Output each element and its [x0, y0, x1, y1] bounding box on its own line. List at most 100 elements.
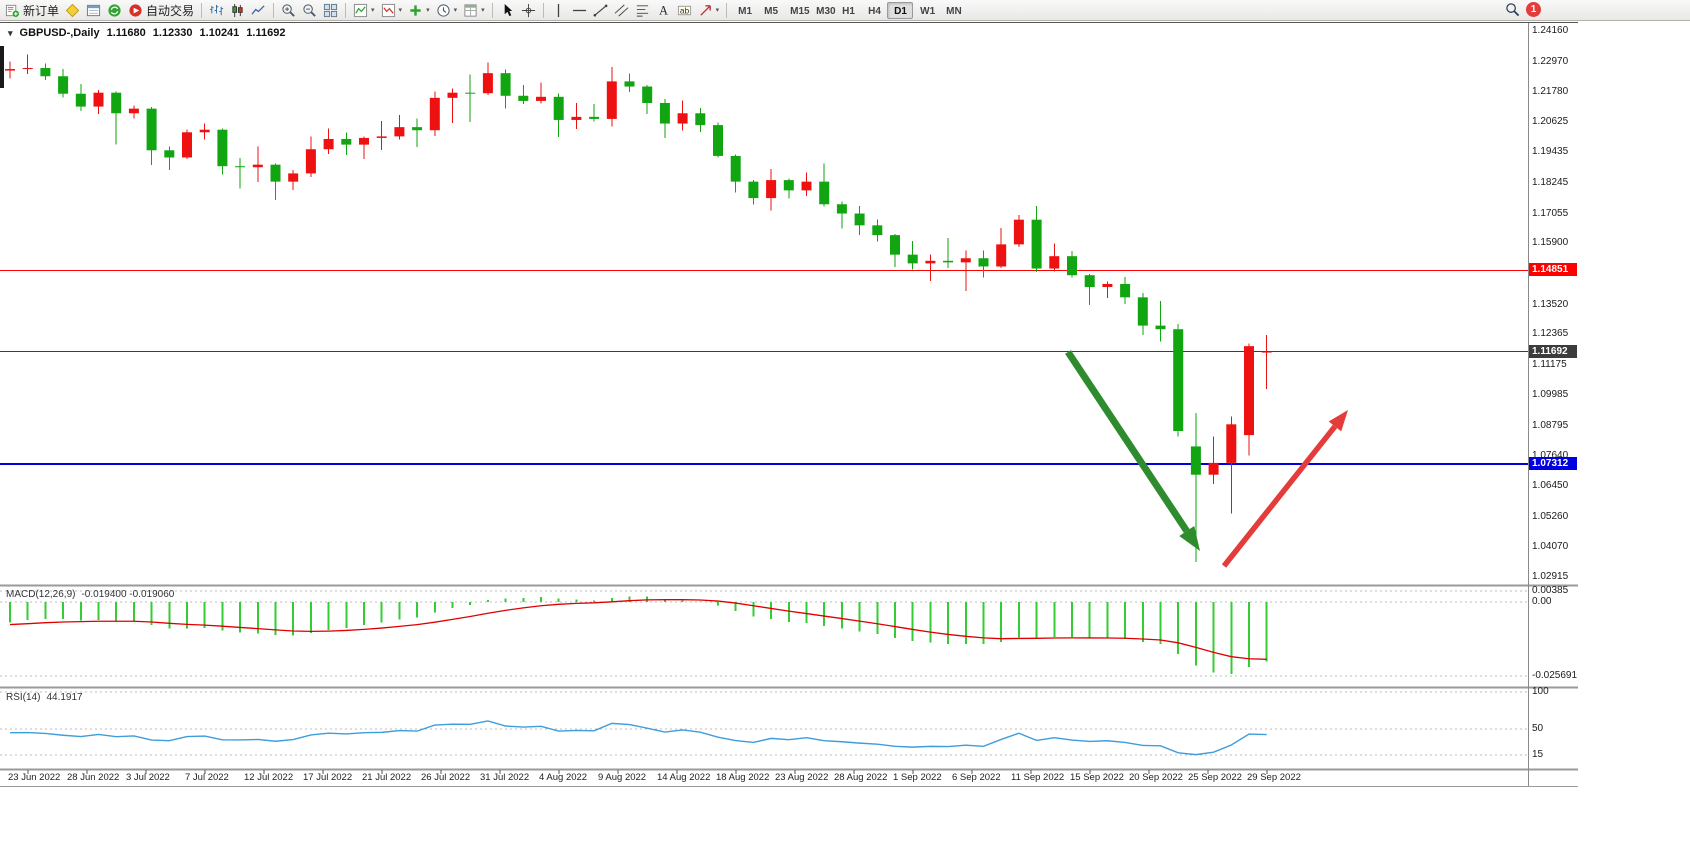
timeframe-m1-button[interactable]: M1 — [731, 2, 757, 19]
text-button[interactable]: A — [653, 1, 674, 20]
candle-body — [1173, 329, 1184, 431]
horizontal-line-icon — [572, 9, 586, 11]
profiles-button[interactable]: ▾ — [378, 1, 406, 20]
chart-high: 1.12330 — [152, 27, 193, 39]
candle-body — [553, 96, 564, 120]
chevron-down-icon: ▾ — [398, 7, 403, 14]
toolbar-separator — [201, 2, 203, 18]
candle-body — [872, 225, 883, 236]
candle-body — [1049, 256, 1060, 269]
candle-body — [1013, 219, 1024, 245]
candle-body — [695, 113, 706, 126]
templates-button[interactable]: ▾ — [460, 1, 488, 20]
svg-text:A: A — [659, 3, 668, 17]
add-indicator-button[interactable]: ▾ — [405, 1, 433, 20]
timeframe-mn-button[interactable]: MN — [939, 2, 965, 19]
timeframe-m5-button[interactable]: M5 — [757, 2, 783, 19]
one-click-trading-toggle[interactable]: ▾ — [8, 27, 13, 38]
timeframe-d1-button[interactable]: D1 — [887, 1, 914, 19]
bar-chart-button[interactable] — [206, 1, 227, 20]
new-order-label: 新订单 — [23, 3, 60, 18]
text-label-icon: ab — [677, 5, 691, 15]
candle-body — [713, 125, 723, 156]
vertical-line-button[interactable] — [548, 1, 569, 20]
rsi-value: 44.1917 — [46, 692, 83, 703]
candlestick-chart-button[interactable] — [227, 1, 248, 20]
timeframe-h1-button[interactable]: H1 — [835, 2, 861, 19]
metaeditor-button[interactable] — [62, 1, 83, 20]
arrow-tool-icon — [699, 4, 711, 16]
bar-chart-icon — [209, 4, 224, 15]
candle-body — [465, 92, 476, 94]
candle-body — [1261, 351, 1272, 353]
candle-body — [536, 96, 546, 101]
arrow-object-head[interactable] — [1179, 526, 1200, 551]
macd-title: MACD(12,26,9) — [6, 589, 76, 600]
zoom-in-icon — [282, 3, 295, 17]
add-indicator-icon — [410, 4, 421, 16]
candle-body — [394, 127, 405, 137]
chart-info-line: ▾ GBPUSD-,Daily 1.11680 1.12330 1.10241 … — [8, 27, 285, 39]
search-icon[interactable] — [1505, 2, 1520, 17]
indicators-button[interactable]: ▾ — [350, 1, 378, 20]
candle-body — [111, 92, 122, 114]
toolbar-separator — [345, 2, 347, 18]
autotrading-button[interactable]: 自动交易 — [125, 1, 197, 20]
candle-body — [58, 76, 69, 94]
rsi-pane-label: RSI(14) 44.1917 — [6, 692, 83, 703]
timeframes-button[interactable]: ▾ — [433, 1, 461, 20]
clock-icon — [436, 3, 450, 17]
macd-signal-line — [9, 599, 1267, 660]
crosshair-icon — [521, 3, 535, 17]
line-chart-button[interactable] — [248, 1, 269, 20]
candle-body — [730, 155, 741, 182]
candle-body — [1137, 297, 1148, 326]
vertical-line-icon — [557, 3, 559, 17]
candle-body — [907, 254, 918, 264]
candle-body — [854, 213, 865, 226]
community-button[interactable] — [104, 1, 125, 20]
trendline-button[interactable] — [590, 1, 611, 20]
horizontal-line-button[interactable] — [569, 1, 590, 20]
candle-body — [500, 73, 511, 96]
candle-body — [1244, 346, 1254, 436]
zoom-out-button[interactable] — [299, 1, 320, 20]
timeframe-h4-button[interactable]: H4 — [861, 2, 887, 19]
notification-badge[interactable]: 1 — [1526, 2, 1541, 17]
cursor-button[interactable] — [497, 1, 518, 20]
arrow-object-head[interactable] — [1328, 410, 1348, 432]
profiles-icon — [381, 3, 395, 17]
macd-pane-label: MACD(12,26,9) -0.019400 -0.019060 — [6, 589, 174, 600]
data-window-button[interactable] — [83, 1, 104, 20]
chevron-down-icon: ▾ — [453, 7, 458, 14]
text-label-button[interactable]: ab — [674, 1, 695, 20]
arrow-object[interactable] — [1065, 350, 1190, 533]
crosshair-button[interactable] — [518, 1, 539, 20]
candle-body — [890, 235, 900, 255]
candle-body — [1084, 275, 1095, 288]
new-order-button[interactable]: 新订单 — [2, 1, 62, 20]
autotrading-icon — [129, 3, 142, 17]
arrows-tool-button[interactable]: ▾ — [695, 1, 723, 20]
timeframe-m15-button[interactable]: M15 — [783, 2, 809, 19]
fibonacci-button[interactable] — [632, 1, 653, 20]
chart-low: 1.10241 — [199, 27, 240, 39]
timeframe-m30-button[interactable]: M30 — [809, 2, 835, 19]
zoom-in-button[interactable] — [278, 1, 299, 20]
candle-body — [288, 173, 299, 182]
timeframe-w1-button[interactable]: W1 — [913, 2, 939, 19]
chart-close: 1.11692 — [246, 27, 286, 39]
toolbar-separator — [491, 2, 493, 18]
candle-body — [146, 108, 157, 151]
arrow-object[interactable] — [1221, 424, 1338, 568]
tile-windows-button[interactable] — [320, 1, 341, 20]
candle-body — [22, 68, 33, 70]
candle-body — [836, 204, 847, 214]
main-toolbar: 新订单 自动交易 — [0, 0, 1690, 21]
candle-body — [323, 138, 334, 150]
text-icon: A — [659, 3, 668, 17]
candle-body — [925, 260, 936, 264]
channel-button[interactable] — [611, 1, 632, 20]
